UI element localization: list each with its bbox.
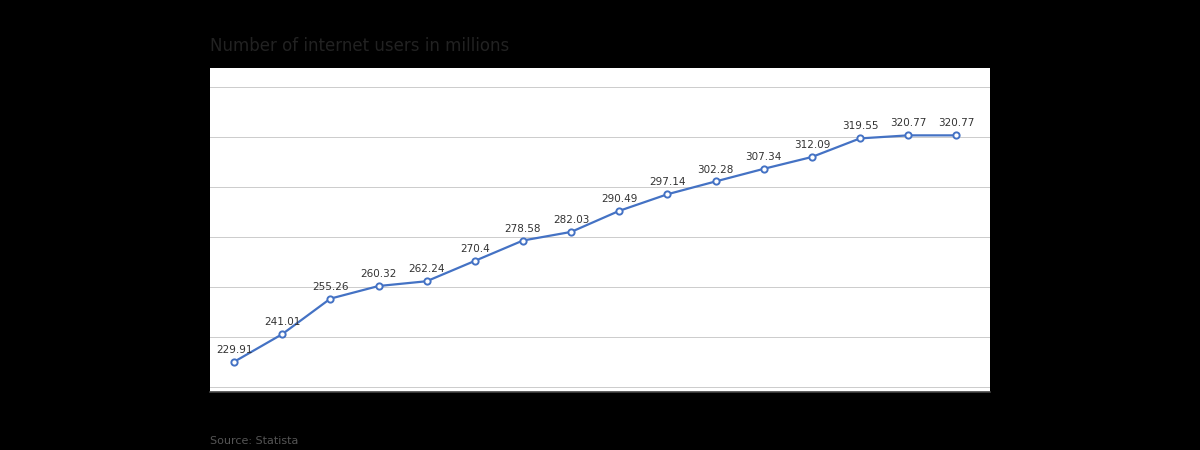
Text: 255.26: 255.26 <box>312 282 349 292</box>
Text: 229.91: 229.91 <box>216 345 252 355</box>
Text: 312.09: 312.09 <box>793 140 830 150</box>
Text: 290.49: 290.49 <box>601 194 637 204</box>
Text: 319.55: 319.55 <box>841 122 878 131</box>
Text: 278.58: 278.58 <box>505 224 541 234</box>
Text: 320.77: 320.77 <box>890 118 926 128</box>
Text: 302.28: 302.28 <box>697 165 733 175</box>
Text: 320.77: 320.77 <box>938 118 974 128</box>
Text: Source: Statista: Source: Statista <box>210 436 299 446</box>
Text: 297.14: 297.14 <box>649 177 685 187</box>
Text: 282.03: 282.03 <box>553 215 589 225</box>
Text: 307.34: 307.34 <box>745 152 782 162</box>
Text: 260.32: 260.32 <box>360 269 397 279</box>
Text: Number of internet users in millions: Number of internet users in millions <box>210 37 509 55</box>
Text: 262.24: 262.24 <box>408 264 445 274</box>
Text: 270.4: 270.4 <box>460 244 490 254</box>
Text: 241.01: 241.01 <box>264 317 300 327</box>
